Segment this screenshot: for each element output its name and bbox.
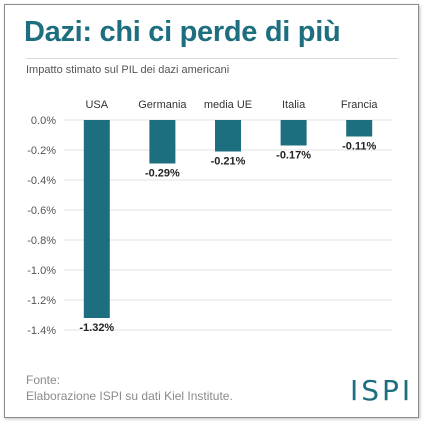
y-tick-label: -1.2% — [27, 295, 56, 307]
y-axis-ticks: 0.0% -0.2% -0.4% -0.6% -0.8% -1.0% -1.2% -1.4% — [27, 115, 56, 337]
y-tick-label: 0.0% — [31, 115, 56, 127]
category-label: Francia — [341, 99, 379, 111]
category-label: media UE — [204, 99, 252, 111]
bar — [149, 120, 176, 164]
chart-card — [4, 4, 419, 418]
category-labels: USA Germania media UE Italia Francia — [85, 99, 378, 111]
value-label: -0.11% — [342, 141, 376, 153]
y-tick-label: -0.2% — [27, 145, 56, 157]
category-label: USA — [85, 99, 108, 111]
y-tick-label: -0.4% — [27, 175, 56, 187]
bar — [215, 120, 241, 152]
ispi-logo: ISPI — [350, 374, 414, 407]
source-text: Elaborazione ISPI su dati Kiel Institute… — [26, 389, 233, 403]
y-tick-label: -1.0% — [27, 265, 56, 277]
value-label: -1.32% — [79, 322, 114, 334]
value-labels: -1.32% -0.29% -0.21% -0.17% -0.11% — [79, 141, 376, 335]
bar — [83, 120, 110, 318]
bars — [83, 120, 373, 318]
chart-title: Dazi: chi ci perde di più — [24, 16, 341, 48]
y-tick-label: -0.8% — [27, 235, 56, 247]
bar — [346, 120, 373, 137]
title-divider — [26, 58, 398, 59]
bar — [280, 120, 307, 146]
chart-subtitle: Impatto stimato sul PIL dei dazi america… — [26, 64, 230, 76]
y-tick-label: -0.6% — [27, 205, 56, 217]
value-label: -0.21% — [211, 156, 246, 168]
category-label: Italia — [282, 99, 306, 111]
value-label: -0.29% — [145, 168, 180, 180]
value-label: -0.17% — [276, 150, 311, 162]
category-label: Germania — [138, 99, 187, 111]
y-tick-label: -1.4% — [27, 325, 56, 337]
source-label: Fonte: — [26, 373, 61, 387]
